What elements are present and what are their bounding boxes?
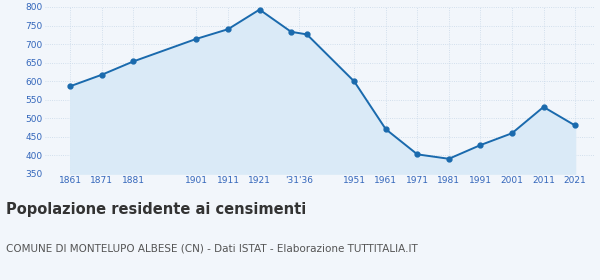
Text: COMUNE DI MONTELUPO ALBESE (CN) - Dati ISTAT - Elaborazione TUTTITALIA.IT: COMUNE DI MONTELUPO ALBESE (CN) - Dati I… (6, 244, 418, 254)
Text: Popolazione residente ai censimenti: Popolazione residente ai censimenti (6, 202, 306, 217)
